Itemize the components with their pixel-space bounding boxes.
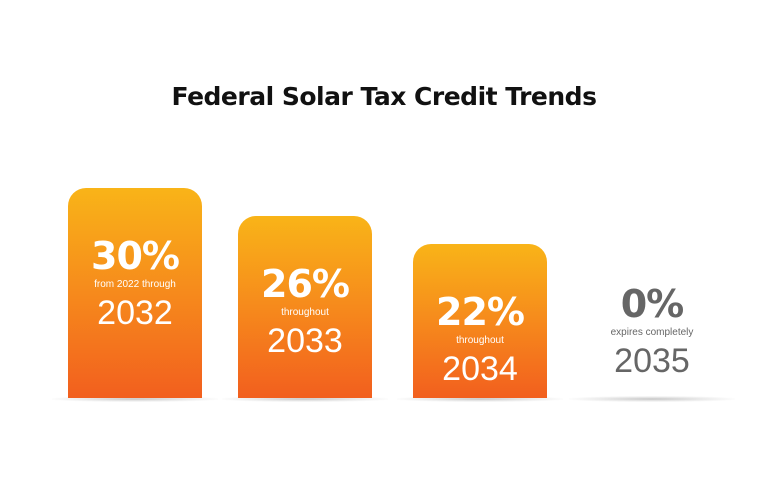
value-label: 26%	[261, 262, 350, 306]
period-sublabel: expires completely	[610, 327, 694, 338]
bar-shadow	[222, 396, 388, 402]
value-label: 0%	[620, 282, 685, 326]
chart-title: Federal Solar Tax Credit Trends	[171, 82, 597, 111]
bar-2034	[413, 244, 547, 398]
value-label: 22%	[436, 290, 525, 334]
bar-2033	[238, 216, 372, 398]
period-sublabel: throughout	[456, 335, 504, 346]
period-sublabel: throughout	[281, 307, 329, 318]
year-label: 2033	[267, 322, 343, 360]
bar-2032	[68, 188, 202, 398]
period-sublabel: from 2022 through	[94, 279, 176, 290]
bar-shadow	[52, 396, 218, 402]
year-label: 2035	[614, 342, 690, 380]
bar-shadow	[397, 396, 563, 402]
year-label: 2032	[97, 294, 173, 332]
value-label: 30%	[91, 234, 180, 278]
bar-shadow	[569, 396, 735, 402]
year-label: 2034	[442, 350, 518, 388]
